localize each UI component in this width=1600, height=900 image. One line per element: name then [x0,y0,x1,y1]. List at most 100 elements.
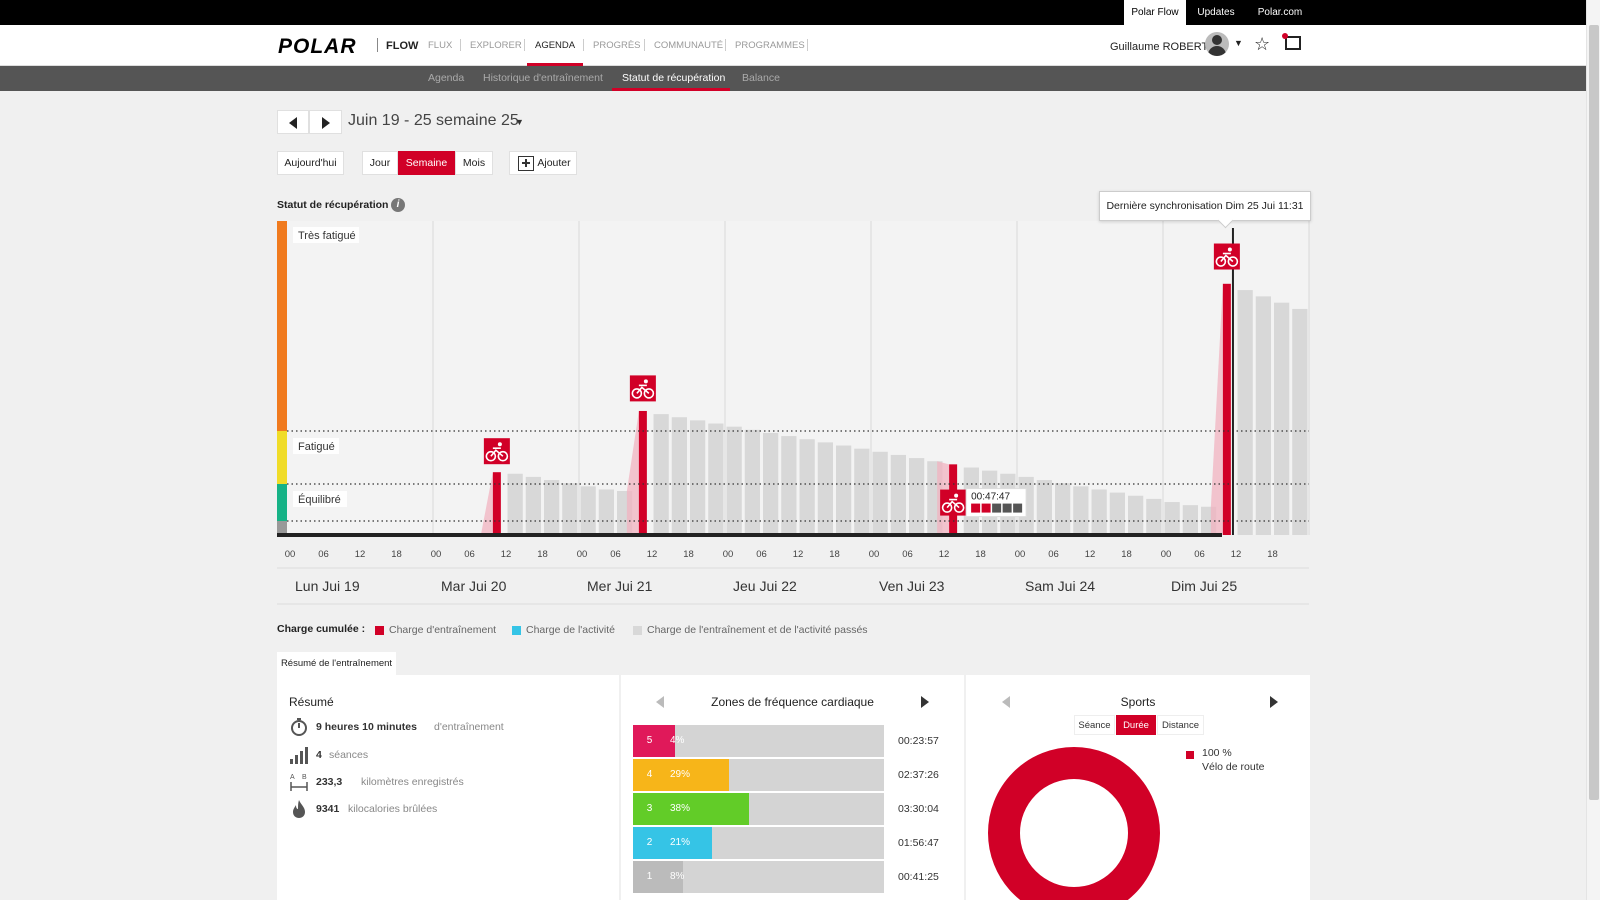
hour-tick-label: 00 [431,549,442,560]
summary-calories-row: 9341 kilocalories brûlées [289,799,609,821]
sports-tab-session[interactable]: Séance [1074,715,1115,735]
sports-tab-distance[interactable]: Distance [1157,715,1204,735]
avatar[interactable] [1205,32,1229,56]
past-load-bar [1073,486,1089,535]
info-icon[interactable]: i [391,198,405,212]
session-tooltip [965,488,1027,518]
past-load-bar [854,448,870,535]
month-button[interactable]: Mois [455,151,493,175]
nav-agenda[interactable]: AGENDA [535,40,576,51]
hour-tick-label: 18 [1267,549,1278,560]
today-button[interactable]: Aujourd'hui [277,151,344,175]
caret-down-icon[interactable]: ▼ [515,117,524,127]
polar-com-link[interactable]: Polar.com [1257,7,1303,18]
nav-progres[interactable]: PROGRÈS [593,40,641,51]
past-load-bar [726,426,742,535]
past-load-bar [872,451,888,535]
hour-tick-label: 18 [683,549,694,560]
legend-item-activity: Charge de l'activité [512,624,615,636]
level-label-bg [293,438,339,454]
day-label: Jeu Jui 22 [733,578,797,594]
cycling-icon[interactable] [629,375,656,402]
date-range-selector[interactable]: Juin 19 - 25 semaine 25 [348,112,519,129]
zone-percent: 4% [670,735,685,746]
top-bar: Polar Flow Updates Polar.com [0,0,1600,25]
level-strip-tired [277,431,287,484]
summary-distance-row: A B 233,3 kilomètres enregistrés [289,772,609,794]
week-button[interactable]: Semaine [398,151,455,175]
user-name[interactable]: Guillaume ROBERT [1110,41,1209,53]
scrollbar-thumb[interactable] [1589,25,1599,800]
sub-navigation: Agenda Historique d'entraînement Statut … [0,66,1586,91]
legend-swatch [633,626,642,635]
cycling-icon[interactable] [483,438,510,465]
summary-duration-value: 9 heures 10 minutes [316,721,417,733]
subnav-recovery-status[interactable]: Statut de récupération [622,72,726,84]
flame-icon [293,800,305,818]
hour-tick-label: 12 [355,549,366,560]
nav-communaute[interactable]: COMMUNAUTÉ [654,40,724,51]
recovery-status-title: Statut de récupération [277,199,389,211]
polar-logo[interactable]: POLAR [278,35,357,58]
add-button[interactable]: Ajouter [509,151,577,175]
hour-tick-label: 00 [1161,549,1172,560]
zone-percent: 8% [670,871,685,882]
polar-flow-link[interactable]: Polar Flow [1124,0,1186,25]
donut-inner-ring [1021,780,1127,886]
chevron-down-icon[interactable]: ▼ [1234,38,1243,48]
zone-fill-bar [666,861,684,893]
past-load-bar [909,458,925,535]
training-load-bar[interactable] [1222,283,1231,535]
day-label: Ven Jui 23 [879,578,945,594]
day-button[interactable]: Jour [362,151,398,175]
notification-icon[interactable] [1282,33,1301,50]
updates-link[interactable]: Updates [1197,7,1235,18]
summary-sessions-value: 4 [316,749,322,761]
legend-label: Charge de l'entraînement et de l'activit… [647,624,868,636]
nav-flux[interactable]: FLUX [428,40,453,51]
prev-week-button[interactable] [277,110,309,134]
sports-next-arrow[interactable] [1270,696,1278,708]
zones-next-arrow[interactable] [921,696,929,708]
zone-row-4: 4 29% 02:37:26 [633,759,951,791]
zones-prev-arrow[interactable] [656,696,664,708]
legend-label: Charge de l'activité [526,624,615,636]
subnav-agenda[interactable]: Agenda [428,72,465,84]
scrollbar[interactable] [1586,0,1600,900]
training-load-bar[interactable] [492,472,501,535]
past-load-bar [781,436,797,535]
nav-programmes[interactable]: PROGRAMMES [735,40,805,51]
training-load-bar[interactable] [638,410,647,535]
add-button-label: Ajouter [537,157,571,169]
subnav-training-history[interactable]: Historique d'entraînement [483,72,603,84]
arrow-left-icon [289,117,297,129]
zone-number: 2 [633,827,666,859]
tab-training-summary[interactable]: Résumé de l'entraînement [277,652,396,675]
subnav-balance[interactable]: Balance [742,72,780,84]
session-zone-block [971,503,981,513]
past-load-bar [617,491,633,535]
hour-tick-label: 18 [537,549,548,560]
past-load-bar [671,417,687,535]
summary-sessions-row: 4 séances [289,745,609,767]
zone-percent: 21% [670,837,691,848]
cycling-icon[interactable] [1213,243,1240,270]
star-icon[interactable]: ☆ [1254,34,1271,54]
sports-prev-arrow[interactable] [1002,696,1010,708]
zone-fill-bar [666,827,712,859]
cycling-icon[interactable] [940,489,967,516]
level-strip-balanced [277,484,287,521]
sports-tab-duration[interactable]: Durée [1116,715,1156,735]
past-load-bar [1000,473,1016,535]
sport-name: Vélo de route [1202,761,1265,773]
zone-percent: 29% [670,769,691,780]
session-zone-block [981,503,991,513]
hour-tick-label: 18 [975,549,986,560]
past-load-bar [1055,483,1071,535]
past-load-bar [817,442,833,535]
next-week-button[interactable] [309,110,342,134]
nav-explorer[interactable]: EXPLORER [470,40,522,51]
nav-divider [807,39,808,51]
day-label: Lun Jui 19 [295,578,360,594]
legend-title: Charge cumulée : [277,623,366,635]
